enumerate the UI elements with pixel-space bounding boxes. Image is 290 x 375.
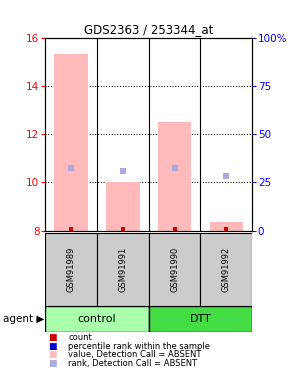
Text: percentile rank within the sample: percentile rank within the sample bbox=[68, 342, 210, 351]
Bar bbox=[45, 232, 97, 306]
Text: ■: ■ bbox=[48, 342, 56, 351]
Bar bbox=[148, 306, 252, 332]
Text: ■: ■ bbox=[48, 333, 56, 342]
Bar bbox=[106, 182, 139, 231]
Bar bbox=[45, 306, 148, 332]
Bar bbox=[158, 122, 191, 231]
Text: count: count bbox=[68, 333, 92, 342]
Bar bbox=[54, 54, 88, 231]
Text: DTT: DTT bbox=[190, 314, 211, 324]
Text: agent ▶: agent ▶ bbox=[3, 314, 44, 324]
Text: ■: ■ bbox=[48, 351, 56, 360]
Bar bbox=[210, 222, 243, 231]
Text: GSM91990: GSM91990 bbox=[170, 246, 179, 292]
Bar bbox=[148, 232, 200, 306]
Text: GSM91992: GSM91992 bbox=[222, 246, 231, 292]
Bar bbox=[97, 232, 148, 306]
Text: GSM91991: GSM91991 bbox=[118, 246, 127, 292]
Text: GSM91989: GSM91989 bbox=[66, 246, 75, 292]
Title: GDS2363 / 253344_at: GDS2363 / 253344_at bbox=[84, 23, 213, 36]
Text: rank, Detection Call = ABSENT: rank, Detection Call = ABSENT bbox=[68, 359, 197, 368]
Bar bbox=[200, 232, 252, 306]
Text: value, Detection Call = ABSENT: value, Detection Call = ABSENT bbox=[68, 351, 202, 360]
Text: ■: ■ bbox=[48, 359, 56, 368]
Text: control: control bbox=[77, 314, 116, 324]
